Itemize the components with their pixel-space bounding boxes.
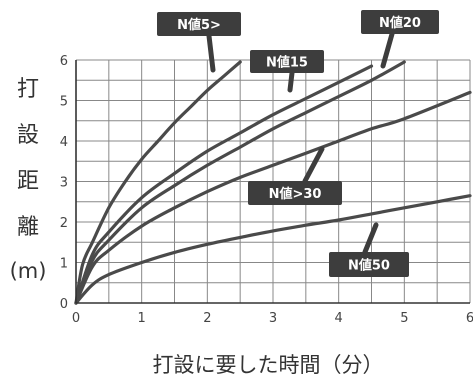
y-axis-title-char: 離	[17, 215, 39, 240]
series-line	[74, 60, 242, 305]
x-tick-label: 0	[72, 311, 80, 326]
x-tick-label: 4	[335, 311, 343, 326]
series-line	[74, 64, 374, 305]
series-label-layer: N値5> N値15 N値20 N値>30 N値50	[157, 10, 439, 277]
y-tick-label: 1	[60, 257, 68, 272]
y-tick-label: 4	[60, 135, 68, 150]
series-label: N値15	[266, 55, 308, 71]
series-label-box	[361, 10, 439, 34]
series-label-pointer	[287, 70, 295, 93]
x-tick-label: 6	[466, 311, 473, 326]
y-axis-unit: (m)	[10, 259, 47, 283]
axis-layer	[75, 60, 470, 304]
series-layer	[74, 60, 472, 305]
y-axis-title-char: 距	[17, 169, 39, 194]
y-tick-label: 6	[60, 54, 68, 69]
label-pointer-layer	[206, 31, 395, 255]
y-tick-label: 2	[60, 216, 68, 231]
series-label-pointer	[380, 31, 395, 69]
y-tick-label: 3	[60, 176, 68, 191]
series-label-box	[248, 181, 342, 205]
x-tick-label: 5	[400, 311, 408, 326]
y-tick-label: 5	[60, 95, 68, 110]
x-tick-label: 2	[203, 311, 211, 326]
x-tick-label: 3	[269, 311, 277, 326]
series-label-box	[157, 12, 241, 36]
series-label: N値5>	[177, 17, 221, 33]
series-label-box	[329, 252, 409, 277]
series-label-pointer	[302, 146, 325, 184]
series-label: N値20	[379, 15, 421, 31]
y-axis-title-char: 設	[17, 123, 39, 148]
series-line	[74, 60, 406, 305]
series-label-pointer	[206, 33, 216, 73]
x-tick-label: 1	[138, 311, 146, 326]
series-label: N値50	[348, 258, 390, 274]
y-tick-label: 0	[60, 297, 68, 312]
series-label: N値>30	[269, 186, 322, 202]
series-label-box	[250, 50, 324, 73]
tick-label-layer: 0 1 2 3 4 5 6 0 1 2 3 4 5 6	[60, 54, 473, 326]
series-line	[74, 194, 472, 305]
y-axis-title-char: 打	[17, 77, 39, 102]
x-axis-title: 打設に要した時間（分）	[153, 353, 384, 377]
series-label-pointer	[362, 222, 379, 255]
series-line	[74, 90, 472, 305]
